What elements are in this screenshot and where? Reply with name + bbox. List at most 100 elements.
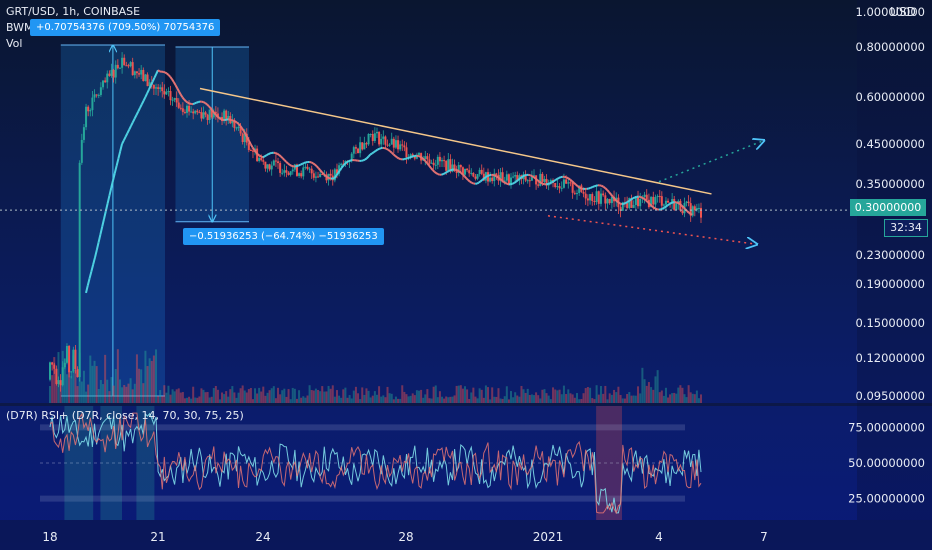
volume-bar [611, 395, 613, 403]
candle-body [510, 178, 512, 184]
volume-bar [334, 397, 336, 403]
bwma-line-segment [174, 82, 176, 85]
candle-body [508, 174, 510, 183]
volume-bar [572, 394, 574, 403]
volume-bar [319, 391, 321, 403]
volume-bar [391, 394, 393, 403]
bwma-line-segment [279, 155, 281, 156]
candle-body [607, 199, 609, 204]
candle-body [688, 202, 690, 204]
volume-bar [172, 389, 174, 403]
candle-body [83, 127, 85, 140]
volume-bar [554, 390, 556, 403]
volume-bar [529, 395, 531, 403]
candle-body [470, 173, 472, 174]
bwma-line-segment [270, 153, 272, 154]
candle-body [198, 112, 200, 113]
volume-bar [89, 356, 91, 403]
bwma-line-segment [604, 187, 606, 188]
volume-bar [628, 392, 630, 403]
volume-bar [248, 389, 250, 403]
currency-label[interactable]: USD [874, 5, 932, 19]
candle-body [491, 178, 493, 181]
bwma-line-segment [568, 178, 570, 179]
candle-body [368, 134, 370, 144]
bwma-line-segment [589, 188, 591, 189]
time-tick-label: 4 [655, 530, 663, 544]
volume-bar [617, 387, 619, 403]
volume-bar [700, 394, 702, 403]
volume-bar [288, 389, 290, 403]
bwma-line-segment [265, 155, 267, 156]
volume-bar [520, 386, 522, 403]
volume-bar [252, 399, 254, 403]
volume-bar [342, 389, 344, 403]
price-tick-label: 0.80000000 [855, 40, 925, 54]
bwma-line-segment [518, 179, 520, 180]
bwma-line-segment [186, 101, 188, 102]
volume-bar [462, 389, 464, 403]
volume-bar [661, 391, 663, 403]
candle-body [186, 106, 188, 113]
bwma-line-segment [260, 156, 262, 157]
bwma-line-segment [631, 198, 633, 199]
volume-bar [167, 386, 169, 403]
time-tick-label: 24 [255, 530, 270, 544]
bar-countdown: 32:34 [884, 219, 928, 237]
candle-body [96, 94, 98, 95]
candle-body [62, 367, 64, 385]
candle-body [585, 194, 587, 199]
volume-bar [125, 387, 127, 403]
bwma-line-segment [513, 183, 515, 184]
symbol-title[interactable]: GRT/USD, 1h, COINBASE [6, 5, 140, 18]
candle-body [403, 146, 405, 148]
rsi-legend[interactable]: (D7R) RSI+ (D7R, close, 14, 70, 30, 75, … [6, 409, 244, 422]
bwma-line-segment [624, 203, 626, 204]
bwma-line-segment [326, 176, 328, 177]
projection-down-arrow [548, 216, 757, 245]
bwma-line-segment [572, 181, 574, 183]
volume-bar [422, 398, 424, 403]
candle-body [238, 127, 240, 128]
candle-body [363, 143, 365, 149]
candle-body [269, 164, 271, 169]
candle-body [609, 199, 611, 203]
candle-body [100, 87, 102, 95]
candle-body [698, 208, 700, 209]
volume-bar [290, 399, 292, 403]
bwma-line-segment [459, 171, 461, 172]
candle-body [635, 197, 637, 205]
bwma-line-segment [484, 177, 486, 178]
volume-bar [531, 394, 533, 403]
candle-body [370, 134, 372, 135]
candle-body [242, 133, 244, 142]
bwma-line-segment [408, 158, 410, 159]
bwma-line-segment [221, 119, 223, 120]
volume-bar [665, 388, 667, 403]
bwma-line-segment [226, 119, 228, 120]
bwma-line-segment [495, 175, 497, 176]
bwma-line-segment [404, 159, 406, 160]
volume-bar [548, 396, 550, 403]
bwma-line-segment [678, 203, 680, 204]
bwma-line-segment [592, 186, 594, 187]
volume-bar [384, 397, 386, 403]
volume-bar [349, 395, 351, 403]
volume-bar [70, 376, 72, 403]
bwma-line-segment [552, 181, 554, 182]
bwma-line-segment [644, 199, 646, 201]
vol-legend[interactable]: Vol [6, 37, 22, 50]
candle-body [472, 173, 474, 177]
time-axis-panel[interactable] [0, 520, 932, 550]
volume-bar [460, 385, 462, 403]
bwma-line-segment [615, 199, 617, 201]
bwma-line-segment [635, 197, 637, 198]
candle-body [77, 369, 79, 377]
volume-bar [104, 355, 106, 403]
volume-bar [258, 388, 260, 403]
volume-bar [378, 386, 380, 403]
volume-bar [428, 398, 430, 403]
volume-bar [380, 397, 382, 403]
volume-bar [231, 386, 233, 403]
